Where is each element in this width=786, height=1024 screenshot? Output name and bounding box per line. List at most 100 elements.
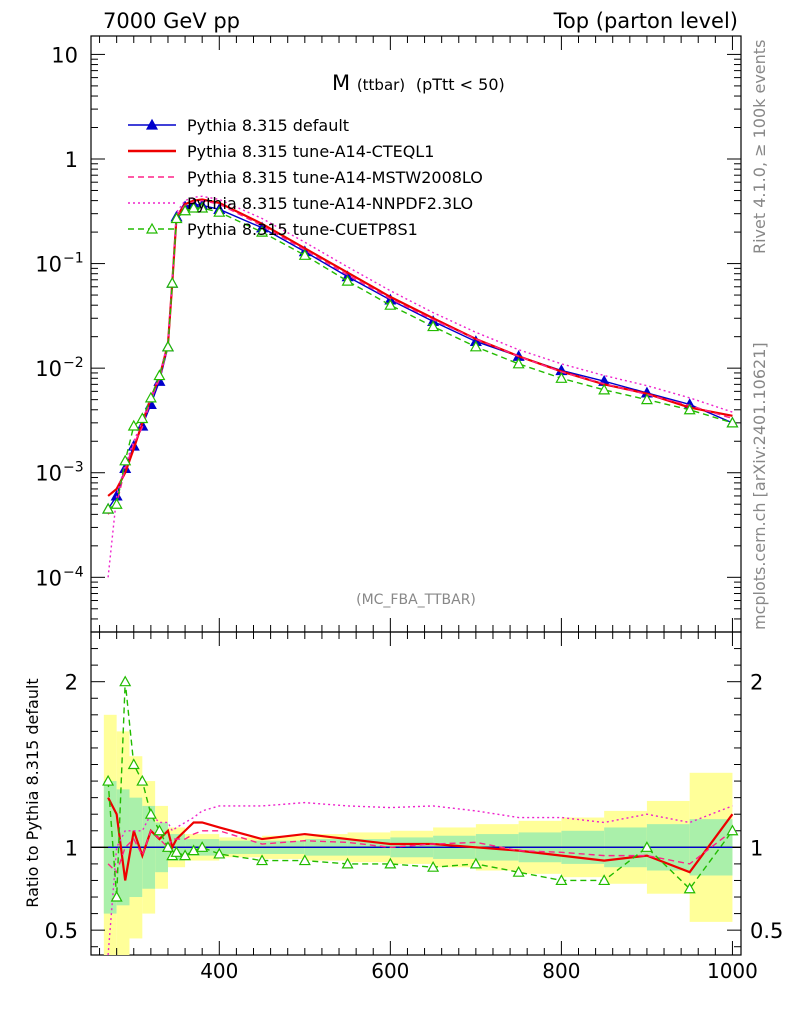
- data-point: [187, 201, 200, 213]
- data-point: [127, 419, 140, 431]
- rivet-label: Rivet 4.1.0, ≥ 100k events: [750, 40, 769, 254]
- ratio-series-line: [107, 801, 733, 956]
- ratio-plot-frame: [90, 631, 742, 956]
- legend-label: Pythia 8.315 tune-A14-NNPDF2.3LO: [187, 194, 473, 213]
- ratio-series-line: [107, 681, 734, 898]
- ratio-data-point: [161, 841, 174, 852]
- ratio-y-tick-label-right: 1: [750, 836, 763, 860]
- series-line: [107, 203, 733, 510]
- x-tick-label: 400: [200, 959, 238, 983]
- ratio-data-point: [213, 847, 226, 859]
- ratio-data-point: [102, 774, 115, 786]
- x-tick-label: 600: [371, 959, 409, 983]
- data-point: [153, 369, 166, 381]
- data-point: [341, 274, 354, 286]
- data-point: [136, 412, 149, 424]
- ratio-y-tick-label-right: 0.5: [750, 919, 783, 943]
- y-tick-label: 10: [51, 43, 78, 67]
- header-left: 7000 GeV pp: [103, 9, 240, 33]
- y-tick-exponent: −3: [63, 460, 84, 476]
- ratio-y-tick-label-right: 2: [750, 671, 763, 695]
- ratio-data-point: [683, 882, 696, 894]
- y-tick-label: 10: [35, 253, 62, 277]
- x-tick-label: 800: [542, 959, 580, 983]
- data-point: [179, 204, 192, 216]
- y-tick-exponent: −1: [63, 251, 84, 267]
- ratio-data-point: [127, 758, 140, 770]
- plot-title: M (ttbar) (pTtt < 50): [332, 71, 505, 95]
- plot-title-main: M: [332, 71, 350, 95]
- y-tick-label: 10: [35, 566, 62, 590]
- ratio-data-point: [384, 857, 397, 869]
- ratio-ylabel: Ratio to Pythia 8.315 default: [23, 678, 42, 907]
- data-point: [110, 497, 123, 509]
- ratio-data-point: [144, 807, 157, 819]
- data-point: [427, 320, 440, 332]
- data-point: [166, 276, 179, 288]
- legend-label: Pythia 8.315 tune-A14-MSTW2008LO: [187, 168, 483, 187]
- ratio-data-point: [640, 841, 653, 852]
- ratio-data-point: [196, 841, 209, 852]
- legend-label: Pythia 8.315 tune-A14-CTEQL1: [187, 142, 434, 161]
- legend-label: Pythia 8.315 default: [187, 116, 349, 135]
- ratio-data-point: [469, 857, 482, 869]
- data-point: [469, 340, 482, 352]
- ratio-y-tick-label: 1: [65, 836, 78, 860]
- y-tick-label: 1: [65, 148, 78, 172]
- plot-title-cut: (pTtt < 50): [416, 75, 505, 94]
- y-tick-exponent: −2: [63, 355, 84, 371]
- data-point: [384, 298, 397, 310]
- x-tick-label: 1000: [707, 959, 758, 983]
- ratio-data-point: [170, 846, 183, 857]
- legend-marker: [145, 222, 159, 234]
- mcplots-label: mcplots.cern.ch [arXiv:2401.10621]: [750, 342, 769, 630]
- data-point: [256, 225, 269, 237]
- series-line: [107, 198, 733, 497]
- ratio-data-point: [136, 774, 149, 786]
- ratio-data-point: [187, 844, 200, 856]
- ratio-data-point: [298, 854, 311, 866]
- plot-title-sub: (ttbar): [357, 76, 405, 94]
- data-point: [298, 249, 311, 260]
- data-point: [161, 340, 174, 352]
- data-point: [555, 372, 568, 383]
- ratio-data-point: [119, 675, 132, 687]
- data-point: [144, 391, 157, 403]
- ratio-data-point: [341, 857, 354, 869]
- data-point: [726, 416, 739, 428]
- y-tick-label: 10: [35, 462, 62, 486]
- data-point: [683, 403, 696, 415]
- ratio-data-point: [427, 860, 440, 872]
- y-tick-exponent: −4: [63, 564, 84, 580]
- data-point: [598, 383, 611, 395]
- ratio-plot-panel: 0.5 0.5 1 1 2 2 Ratio to Pythia 8.315 default: [23, 631, 783, 956]
- header-right: Top (parton level): [553, 9, 738, 33]
- ratio-data-point: [110, 890, 123, 902]
- series-line: [107, 199, 733, 515]
- ratio-data-point: [179, 849, 192, 861]
- legend-marker: [145, 118, 159, 130]
- data-point: [119, 454, 132, 466]
- ratio-data-point: [512, 865, 525, 877]
- data-point: [512, 357, 525, 369]
- data-point: [213, 205, 226, 217]
- ratio-data-point: [555, 874, 568, 886]
- y-tick-label: 10: [35, 357, 62, 381]
- ratio-data-point: [598, 874, 611, 886]
- data-point: [170, 212, 183, 224]
- data-point: [196, 201, 209, 213]
- ratio-y-tick-label: 2: [65, 671, 78, 695]
- data-point: [640, 393, 653, 405]
- legend: Pythia 8.315 default Pythia 8.315 tune-A1…: [128, 116, 483, 239]
- ratio-series-line: [107, 829, 733, 874]
- data-point: [102, 502, 115, 514]
- ratio-data-point: [256, 854, 269, 866]
- ratio-data-point: [153, 824, 166, 836]
- ratio-data-point: [726, 824, 739, 836]
- series-line: [107, 195, 733, 578]
- legend-label: Pythia 8.315 tune-CUETP8S1: [187, 220, 418, 239]
- series-line: [107, 207, 733, 510]
- ratio-y-tick-label: 0.5: [45, 919, 78, 943]
